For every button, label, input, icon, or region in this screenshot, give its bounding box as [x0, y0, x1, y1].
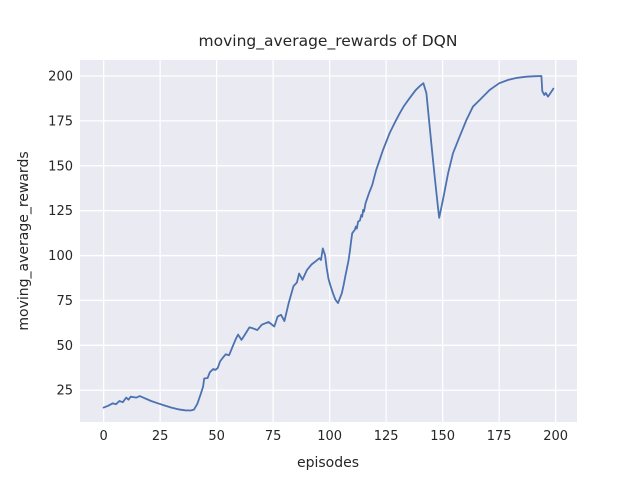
- x-tick-label: 50: [208, 429, 225, 444]
- y-tick-label: 75: [56, 294, 73, 309]
- x-tick-label: 200: [543, 429, 568, 444]
- plot-area: [80, 60, 577, 422]
- y-tick-label: 25: [56, 384, 73, 399]
- y-axis-label: moving_average_rewards: [16, 151, 32, 330]
- x-axis-ticks: 0 25 50 75 100 125 150 175 200: [99, 429, 568, 444]
- series-line: [102, 75, 555, 412]
- y-tick-label: 175: [48, 114, 73, 129]
- x-tick-label: 75: [265, 429, 282, 444]
- x-tick-label: 150: [430, 429, 455, 444]
- y-tick-label: 200: [48, 69, 73, 84]
- x-tick-label: 175: [487, 429, 512, 444]
- y-tick-label: 125: [48, 204, 73, 219]
- x-tick-label: 0: [99, 429, 107, 444]
- x-tick-label: 125: [374, 429, 399, 444]
- y-tick-label: 150: [48, 159, 73, 174]
- y-tick-label: 100: [48, 249, 73, 264]
- grid-layer: [80, 60, 577, 422]
- x-axis-label: episodes: [297, 455, 359, 471]
- line-series-dqn: [102, 75, 555, 412]
- x-tick-label: 100: [317, 429, 342, 444]
- x-tick-label: 25: [152, 429, 169, 444]
- y-axis-ticks: 25 50 75 100 125 150 175 200: [48, 69, 73, 398]
- y-tick-label: 50: [56, 339, 73, 354]
- chart-title: moving_average_rewards of DQN: [199, 32, 458, 51]
